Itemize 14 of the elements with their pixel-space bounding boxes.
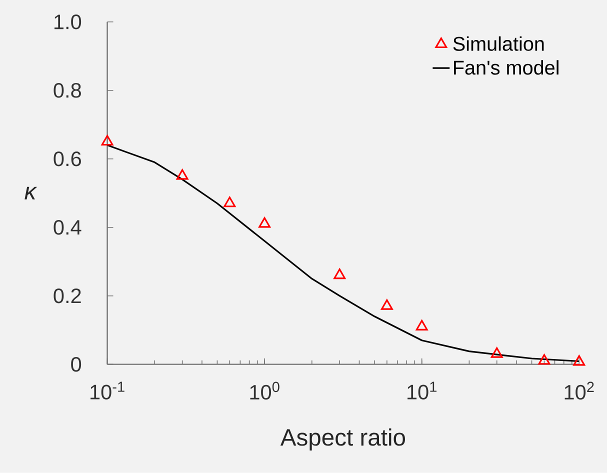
y-tick-label: 0.2	[54, 288, 81, 304]
y-tick-label: 0.6	[54, 152, 81, 166]
x-axis-title: Aspect ratio	[280, 428, 406, 451]
y-tick-label: 0	[71, 357, 82, 372]
legend-label: Fan's model	[454, 60, 558, 75]
legend-label: Simulation	[453, 36, 544, 51]
y-tick-label: 0.4	[54, 220, 82, 235]
y-tick-label: 1.0	[54, 14, 82, 30]
y-axis-title: κ	[24, 186, 38, 200]
x-tick-label: 10$^{2}$	[564, 382, 594, 400]
x-tick-label: 10$^{1}$	[408, 382, 437, 400]
x-tick-label: 10$^{-1}$	[90, 382, 124, 400]
y-tick-label: 0.8	[54, 83, 81, 98]
x-tick-label: 10$^{0}$	[250, 382, 280, 400]
